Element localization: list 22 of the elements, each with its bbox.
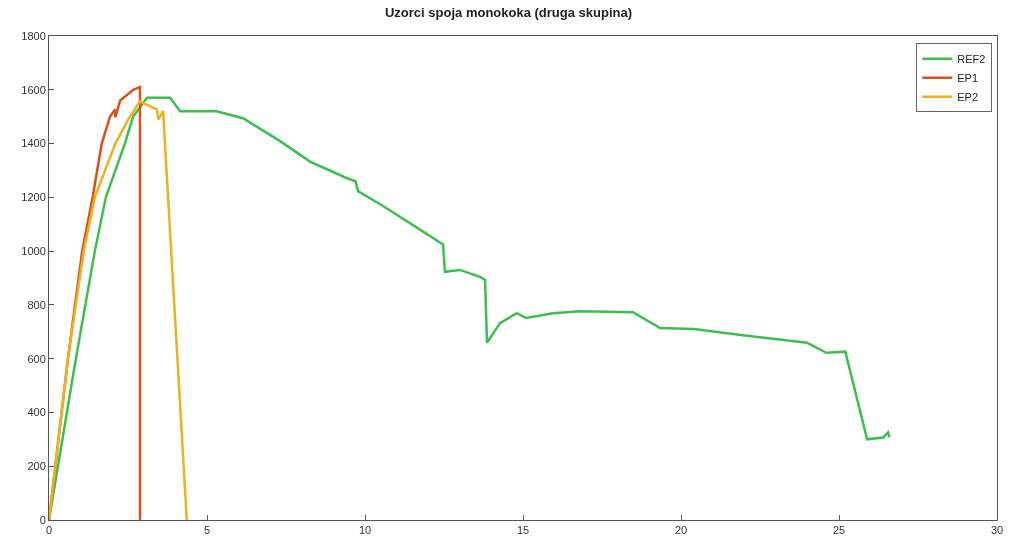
- x-tick-label: 15: [516, 524, 530, 537]
- x-tick-label: 30: [990, 524, 1004, 537]
- y-tick-label: 1400: [21, 137, 46, 150]
- y-tick-label: 400: [27, 406, 46, 419]
- y-tick-label: 1200: [21, 191, 46, 204]
- line-series: [49, 96, 891, 520]
- x-tick-label: 10: [358, 524, 372, 537]
- x-tick-label: 20: [674, 524, 688, 537]
- y-tick-label: 600: [27, 352, 46, 365]
- chart-title: Uzorci spoja monokoka (druga skupina): [384, 5, 633, 21]
- y-tick-label: 0: [39, 513, 46, 526]
- line-series: [49, 100, 189, 520]
- legend-label: EP1: [957, 72, 979, 85]
- y-tick-label: 200: [27, 460, 46, 473]
- x-tick-label: 25: [832, 524, 846, 537]
- y-tick-label: 1800: [21, 29, 46, 42]
- legend-label: REF2: [957, 53, 986, 66]
- legend-label: EP2: [957, 91, 979, 104]
- y-tick-label: 1600: [21, 83, 46, 96]
- x-tick-label: 5: [203, 524, 211, 537]
- y-tick-label: 1000: [21, 244, 46, 257]
- y-tick-label: 800: [27, 298, 46, 311]
